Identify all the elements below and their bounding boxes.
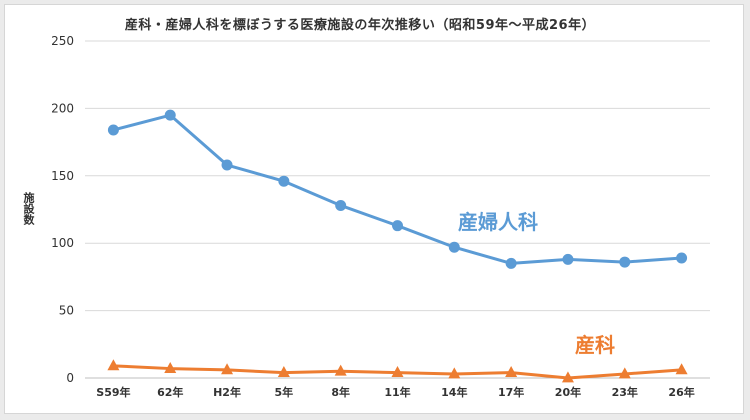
data-point <box>392 220 403 232</box>
data-point <box>676 252 688 264</box>
data-point <box>164 109 176 121</box>
data-point <box>562 253 574 265</box>
x-tick-labels: S59年 62年 H2年 5年 8年 11年 14年 17年 20年 23年 26年 <box>96 385 694 399</box>
y-tick-label: 150 <box>51 169 74 183</box>
x-tick-label: 20年 <box>555 385 581 399</box>
data-point <box>221 159 233 171</box>
y-tick-label: 200 <box>51 101 74 115</box>
x-tick-label: 8年 <box>331 385 350 399</box>
series-label: 産科 <box>575 333 615 357</box>
data-point <box>277 366 290 378</box>
data-point <box>164 361 177 373</box>
y-tick-label: 0 <box>66 371 74 385</box>
y-tick-label: 250 <box>51 34 74 48</box>
data-point <box>505 257 517 269</box>
x-tick-label: 23年 <box>612 385 638 399</box>
data-point <box>448 367 461 379</box>
x-tick-label: 11年 <box>384 385 410 399</box>
data-point <box>278 175 290 187</box>
x-tick-label: 14年 <box>441 385 467 399</box>
series-line-0 <box>113 113 682 265</box>
data-point <box>221 363 234 375</box>
data-point <box>335 199 347 211</box>
data-point <box>561 371 574 383</box>
y-axis-label: 施設数 <box>22 192 35 225</box>
x-tick-label: 17年 <box>498 385 524 399</box>
x-tick-label: 62年 <box>157 385 183 399</box>
grid-lines <box>85 40 710 379</box>
data-point <box>107 124 119 136</box>
chart-title: 産科・産婦人科を標ぼうする医療施設の年次推移い（昭和59年〜平成26年） <box>124 18 596 33</box>
x-tick-label: 26年 <box>668 385 694 399</box>
data-point <box>618 367 631 379</box>
series-label: 産婦人科 <box>458 210 538 234</box>
data-point <box>619 256 631 268</box>
chart-frame <box>4 4 744 414</box>
y-tick-label: 50 <box>59 304 74 318</box>
y-tick-label: 100 <box>51 236 74 250</box>
x-tick-label: H2年 <box>213 385 241 399</box>
series-layer <box>107 109 688 383</box>
x-tick-label: 5年 <box>275 385 294 399</box>
data-point <box>334 364 347 376</box>
data-point <box>448 241 460 253</box>
data-point <box>107 359 120 371</box>
data-point <box>505 366 518 378</box>
y-tick-labels: 0 50 100 150 200 250 <box>51 34 74 385</box>
x-tick-label: S59年 <box>96 385 130 399</box>
data-point <box>391 366 404 378</box>
data-point <box>675 363 688 375</box>
